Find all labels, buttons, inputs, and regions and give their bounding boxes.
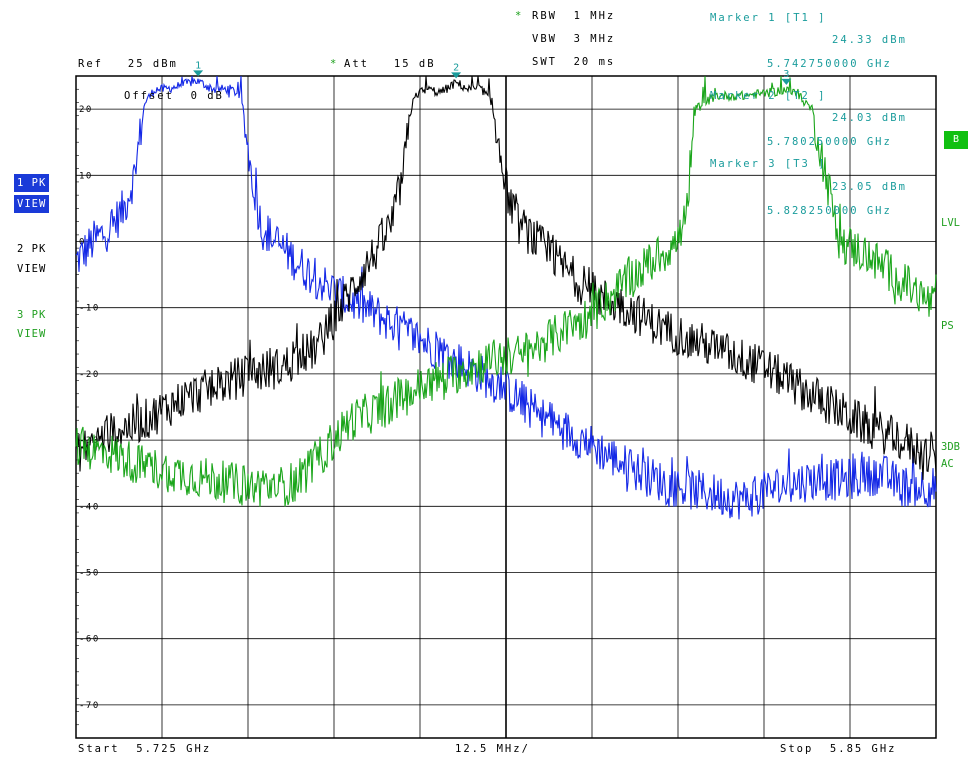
start-frequency: Start 5.725 GHz (78, 743, 212, 755)
swt-readout: SWT 20 ms (532, 56, 616, 68)
marker-label-1: 1 (195, 60, 201, 71)
marker-triangle-1 (193, 70, 204, 77)
marker3-level: 23.05 dBm (832, 181, 907, 193)
rbw-star: * (515, 10, 524, 22)
y-tick-label: -60 (79, 635, 100, 645)
trace-2 (75, 75, 937, 480)
status-ac: AC (941, 458, 954, 470)
status-lvl: LVL (941, 217, 960, 229)
marker1-title: Marker 1 [T1 ] (710, 12, 827, 24)
rbw-readout: RBW 1 MHz (532, 10, 616, 22)
marker2-frequency: 5.780250000 GHz (767, 136, 892, 148)
status-ps: PS (941, 320, 954, 332)
status-3db: 3DB (941, 441, 960, 453)
marker3-title: Marker 3 [T3 ] (710, 158, 827, 170)
y-tick-label: 20 (79, 105, 93, 115)
marker1-level: 24.33 dBm (832, 34, 907, 46)
y-tick-label: 10 (79, 171, 93, 181)
ref-level-readout: Ref 25 dBm (78, 58, 178, 70)
marker3-frequency: 5.828250000 GHz (767, 205, 892, 217)
trace2-view-label[interactable]: VIEW (17, 263, 47, 275)
marker-triangle-3 (781, 78, 792, 85)
marker-label-3: 3 (783, 69, 789, 80)
y-tick-label: -50 (79, 569, 100, 579)
y-tick-label: -70 (79, 701, 100, 711)
att-star: * (330, 58, 339, 70)
trace2-mode-label[interactable]: 2 PK (17, 243, 47, 255)
y-tick-label: -20 (79, 370, 100, 380)
trace-1 (75, 75, 937, 520)
trace1-mode-button[interactable]: 1 PK (14, 174, 50, 192)
marker1-frequency: 5.742750000 GHz (767, 58, 892, 70)
chart-grid (75, 75, 937, 739)
offset-readout: Offset 0 dB (124, 90, 224, 102)
trace3-view-label[interactable]: VIEW (17, 328, 47, 340)
marker-label-2: 2 (453, 62, 459, 73)
traces (75, 75, 937, 520)
y-tick-label: -40 (79, 502, 100, 512)
stop-frequency: Stop 5.85 GHz (780, 743, 897, 755)
trace3-mode-label[interactable]: 3 PK (17, 309, 47, 321)
vbw-readout: VBW 3 MHz (532, 33, 616, 45)
trace1-view-button[interactable]: VIEW (14, 195, 50, 213)
span-per-division: 12.5 MHz/ (455, 743, 530, 755)
status-b-badge: B (944, 131, 968, 149)
marker2-title: Marker 2 [T2 ] (710, 90, 827, 102)
y-tick-label: -10 (79, 304, 100, 314)
marker2-level: 24.03 dBm (832, 112, 907, 124)
trace-3 (75, 75, 937, 507)
marker-points: 1 2 3 (193, 60, 792, 85)
attenuation-readout: Att 15 dB (344, 58, 436, 70)
marker-triangle-2 (451, 72, 462, 79)
